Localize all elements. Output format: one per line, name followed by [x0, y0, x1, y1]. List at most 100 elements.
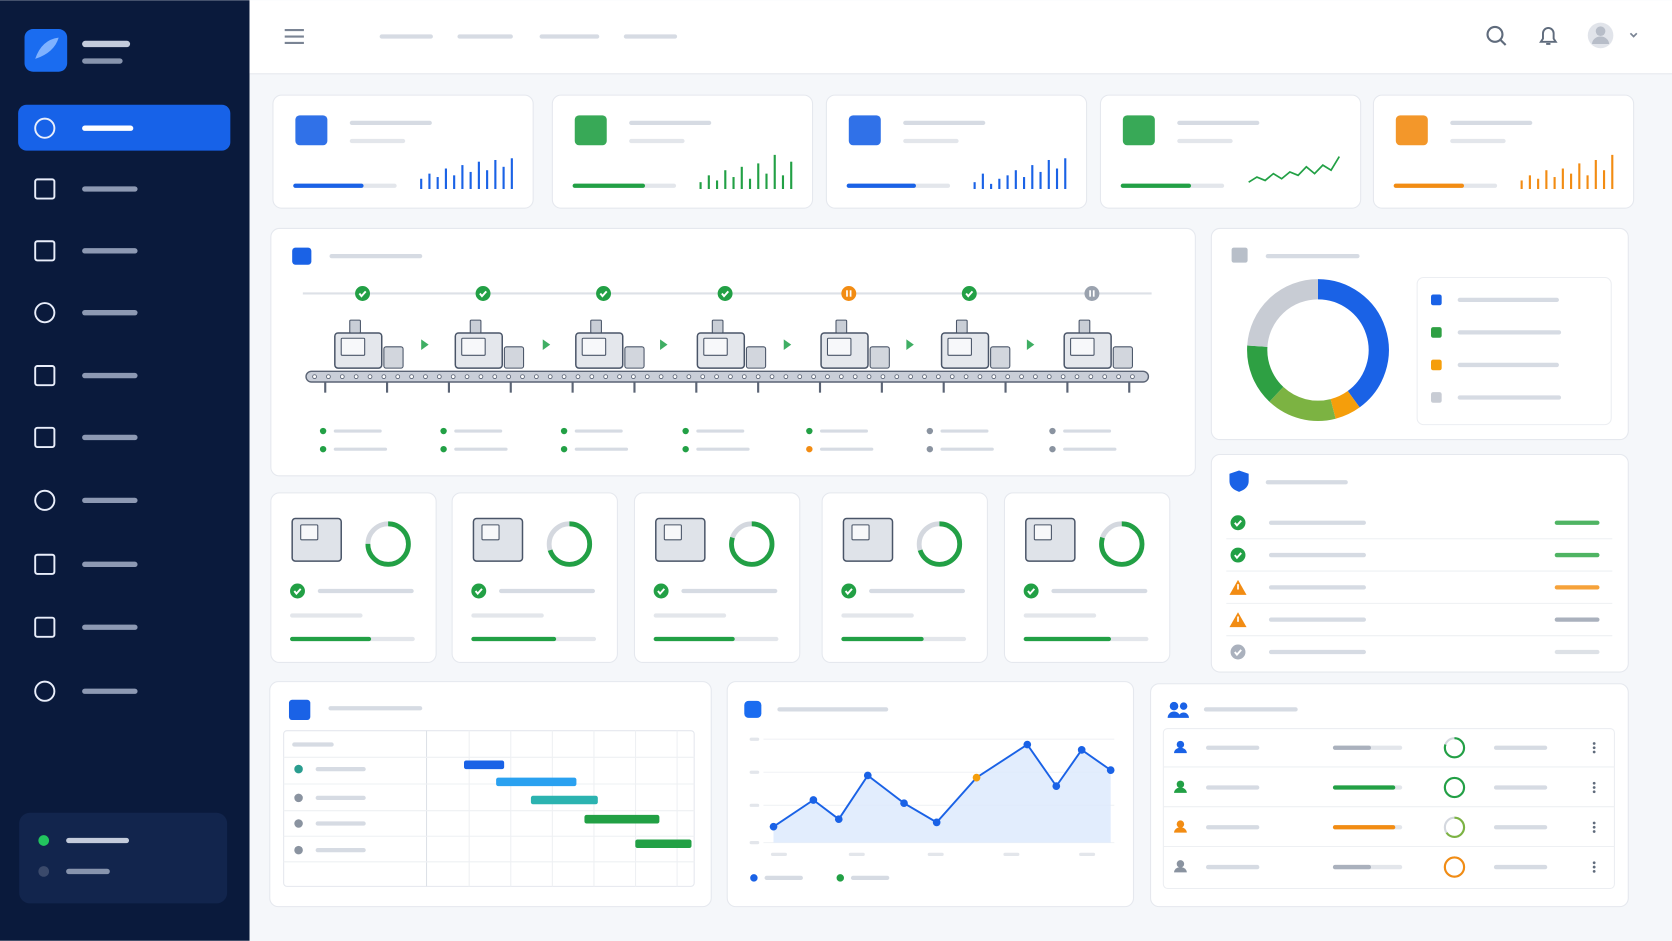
legend-swatch — [1431, 392, 1442, 403]
ring-progress — [365, 521, 411, 567]
placeholder-text — [869, 588, 966, 594]
status-icon — [290, 583, 305, 599]
machine-screen — [461, 337, 486, 356]
conveyor — [305, 370, 1150, 383]
avatar — [1595, 26, 1606, 36]
nav-item[interactable] — [34, 117, 134, 139]
dot — [560, 427, 568, 435]
point — [1106, 766, 1115, 774]
placeholder-text — [1457, 362, 1559, 368]
nav-item[interactable] — [34, 240, 138, 262]
nav-label — [82, 186, 138, 192]
nav-item[interactable] — [34, 680, 138, 702]
machine — [1078, 319, 1091, 334]
spark-bar — [469, 171, 472, 189]
roller — [880, 374, 886, 380]
machine-screen — [826, 337, 852, 356]
placeholder-text — [66, 868, 110, 875]
placeholder-text — [770, 852, 787, 856]
bell-icon[interactable] — [1539, 27, 1558, 45]
placeholder-text — [1177, 120, 1260, 126]
flow-arrow — [542, 339, 551, 351]
placeholder-text — [454, 447, 508, 451]
placeholder-text — [292, 742, 334, 747]
machine-screen — [851, 524, 870, 541]
card — [1210, 453, 1629, 673]
machine — [745, 346, 767, 369]
spark-bar — [486, 170, 489, 189]
placeholder-text — [471, 613, 544, 618]
spark-bar — [1602, 170, 1606, 189]
kpi-icon — [1395, 115, 1428, 146]
spark-bar — [1520, 180, 1523, 189]
roller — [617, 374, 622, 380]
status-icon — [653, 583, 669, 599]
ring-progress — [1443, 737, 1466, 759]
nav-item[interactable] — [34, 365, 138, 387]
status-icon — [1023, 583, 1039, 599]
legend-swatch — [1431, 327, 1442, 338]
placeholder-text — [1457, 297, 1559, 303]
machine — [955, 319, 968, 334]
status-icon — [717, 286, 733, 301]
machine-screen — [581, 337, 607, 356]
spark-bar — [790, 161, 793, 189]
placeholder-text — [681, 588, 778, 594]
roller — [783, 374, 789, 380]
machine-screen — [1033, 524, 1052, 541]
nav-item[interactable] — [34, 553, 138, 575]
status-bar — [1554, 585, 1600, 590]
check-mark — [479, 290, 487, 298]
status-icon — [355, 286, 371, 301]
spark-bar — [724, 170, 727, 189]
user-icon — [1176, 860, 1185, 868]
roller — [450, 374, 456, 380]
shield-icon — [1229, 470, 1249, 492]
user-icon — [1174, 827, 1187, 833]
roller — [423, 374, 428, 380]
nav-label — [82, 624, 138, 630]
spark-bar — [715, 180, 719, 189]
placeholder-text — [499, 588, 596, 594]
ring-progress — [916, 521, 963, 567]
placeholder-text — [623, 34, 678, 39]
check-mark — [721, 290, 730, 298]
placeholder-text — [749, 770, 760, 774]
placeholder-text — [1206, 745, 1260, 750]
placeholder-text — [1206, 864, 1260, 870]
roller — [686, 374, 692, 380]
spark-bar — [781, 175, 785, 189]
ring-progress — [1099, 521, 1145, 567]
status-icon — [841, 583, 857, 599]
kpi-icon — [1122, 115, 1155, 146]
placeholder-text — [1450, 138, 1506, 144]
roller — [755, 374, 761, 380]
point — [769, 822, 778, 831]
nav-item[interactable] — [34, 302, 138, 324]
check-mark — [1027, 588, 1036, 596]
spark-bar — [1064, 158, 1067, 189]
nav-item[interactable] — [34, 489, 138, 511]
placeholder-text — [315, 795, 366, 800]
roller — [811, 374, 816, 380]
placeholder-text — [1493, 864, 1548, 870]
card — [272, 94, 534, 209]
card — [726, 681, 1135, 908]
dot — [1049, 427, 1056, 435]
placeholder-text — [903, 120, 986, 126]
nav-item[interactable] — [34, 616, 138, 638]
roller — [1019, 374, 1024, 380]
flow-arrow — [1026, 339, 1035, 351]
placeholder-text — [777, 707, 889, 712]
point — [1023, 740, 1032, 749]
nav-item[interactable] — [34, 178, 138, 200]
nav-item[interactable] — [34, 426, 138, 449]
ring-progress — [1443, 816, 1466, 838]
machine — [624, 346, 645, 369]
dot — [319, 445, 327, 453]
search-icon — [1499, 38, 1507, 46]
roller — [353, 374, 359, 380]
spark-bar — [990, 183, 993, 189]
roller — [714, 374, 719, 380]
check-mark — [474, 588, 483, 596]
